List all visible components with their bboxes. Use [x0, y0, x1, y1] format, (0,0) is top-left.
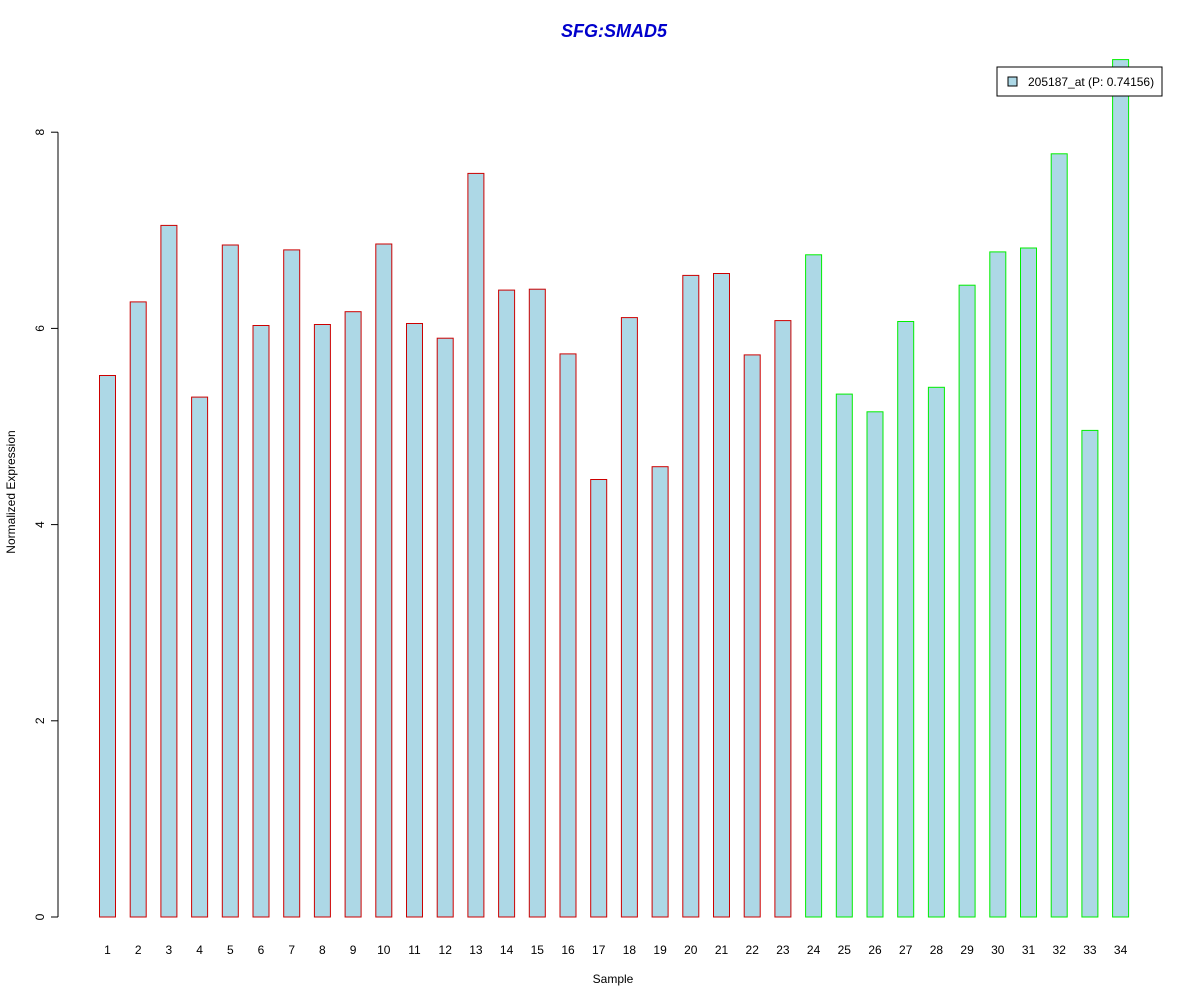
- bar-sample-21: [713, 273, 730, 918]
- bar-sample-34: [1112, 59, 1130, 918]
- bar-sample-18: [620, 317, 638, 918]
- bar-group: [99, 59, 1130, 918]
- x-tick-label: 5: [227, 943, 234, 957]
- bar-sample-9: [344, 311, 362, 918]
- legend-label: 205187_at (P: 0.74156): [1028, 75, 1154, 89]
- bar-sample-32: [1050, 153, 1068, 918]
- bar-sample-30: [989, 251, 1007, 918]
- x-tick-label: 12: [439, 943, 453, 957]
- x-tick-label: 34: [1114, 943, 1128, 957]
- bar-sample-26: [866, 411, 884, 918]
- x-tick-label: 1: [104, 943, 111, 957]
- x-tick-label: 18: [623, 943, 637, 957]
- y-tick-label: 6: [33, 325, 47, 332]
- bar-sample-24: [805, 254, 823, 918]
- x-tick-label: 32: [1053, 943, 1067, 957]
- bar-sample-33: [1081, 429, 1099, 918]
- x-tick-label: 15: [531, 943, 545, 957]
- bar-sample-10: [375, 243, 393, 918]
- x-tick-label: 20: [684, 943, 698, 957]
- x-axis-label: Sample: [593, 972, 634, 986]
- bar-sample-14: [498, 289, 516, 918]
- legend-box: [996, 66, 1163, 97]
- x-tick-label: 2: [135, 943, 142, 957]
- y-axis: 0 2 4 6 8: [33, 129, 59, 920]
- bar-sample-4: [191, 396, 209, 918]
- bar-sample-31: [1020, 247, 1037, 918]
- x-tick-labels: 1 2 3 4 5 6 7 8 9 10 11 12 13 14 15 16 17 18 19 20 21 22 23 24 2…: [104, 943, 1127, 957]
- x-tick-label: 17: [592, 943, 606, 957]
- bar-sample-19: [651, 466, 669, 918]
- bar-sample-3: [160, 224, 178, 918]
- x-tick-label: 3: [166, 943, 173, 957]
- chart-title: SFG:SMAD5: [561, 21, 668, 41]
- x-tick-label: 33: [1083, 943, 1097, 957]
- x-tick-label: 13: [469, 943, 483, 957]
- bar-sample-16: [559, 353, 577, 918]
- bar-sample-22: [743, 354, 761, 918]
- bar-sample-1: [99, 375, 116, 918]
- bar-sample-2: [129, 301, 147, 918]
- x-tick-label: 24: [807, 943, 821, 957]
- x-tick-label: 27: [899, 943, 913, 957]
- x-tick-label: 11: [408, 943, 421, 957]
- bar-sample-12: [436, 337, 454, 918]
- legend: 205187_at (P: 0.74156): [996, 66, 1163, 97]
- x-tick-label: 19: [653, 943, 667, 957]
- x-tick-label: 14: [500, 943, 514, 957]
- x-tick-label: 16: [561, 943, 575, 957]
- y-tick-label: 8: [33, 129, 47, 136]
- bar-sample-15: [528, 288, 546, 918]
- y-axis-label: Normalized Expression: [4, 430, 18, 553]
- x-tick-label: 7: [288, 943, 295, 957]
- x-tick-label: 8: [319, 943, 326, 957]
- x-tick-label: 23: [776, 943, 790, 957]
- x-tick-label: 22: [746, 943, 760, 957]
- x-tick-label: 6: [258, 943, 265, 957]
- x-tick-label: 25: [838, 943, 852, 957]
- bar-sample-11: [406, 323, 423, 918]
- y-tick-label: 2: [33, 717, 47, 724]
- bar-sample-17: [590, 479, 608, 918]
- bar-sample-6: [252, 325, 270, 918]
- x-tick-label: 28: [930, 943, 944, 957]
- legend-swatch: [1007, 76, 1018, 87]
- bar-sample-27: [897, 321, 915, 918]
- x-tick-label: 21: [715, 943, 729, 957]
- x-tick-label: 29: [960, 943, 974, 957]
- y-tick-label: 4: [33, 521, 47, 528]
- bar-sample-23: [774, 320, 792, 918]
- bar-sample-28: [927, 386, 945, 918]
- bar-sample-5: [221, 244, 239, 918]
- bar-sample-8: [313, 324, 331, 918]
- bar-sample-20: [682, 274, 700, 918]
- x-tick-label: 9: [350, 943, 357, 957]
- x-tick-label: 31: [1022, 943, 1036, 957]
- y-tick-label: 0: [33, 913, 47, 920]
- x-tick-label: 10: [377, 943, 391, 957]
- x-tick-label: 30: [991, 943, 1005, 957]
- bar-sample-13: [467, 172, 485, 918]
- bar-sample-25: [835, 393, 853, 918]
- x-tick-label: 4: [196, 943, 203, 957]
- bar-sample-29: [958, 284, 976, 918]
- bar-sample-7: [283, 249, 301, 918]
- x-tick-label: 26: [868, 943, 882, 957]
